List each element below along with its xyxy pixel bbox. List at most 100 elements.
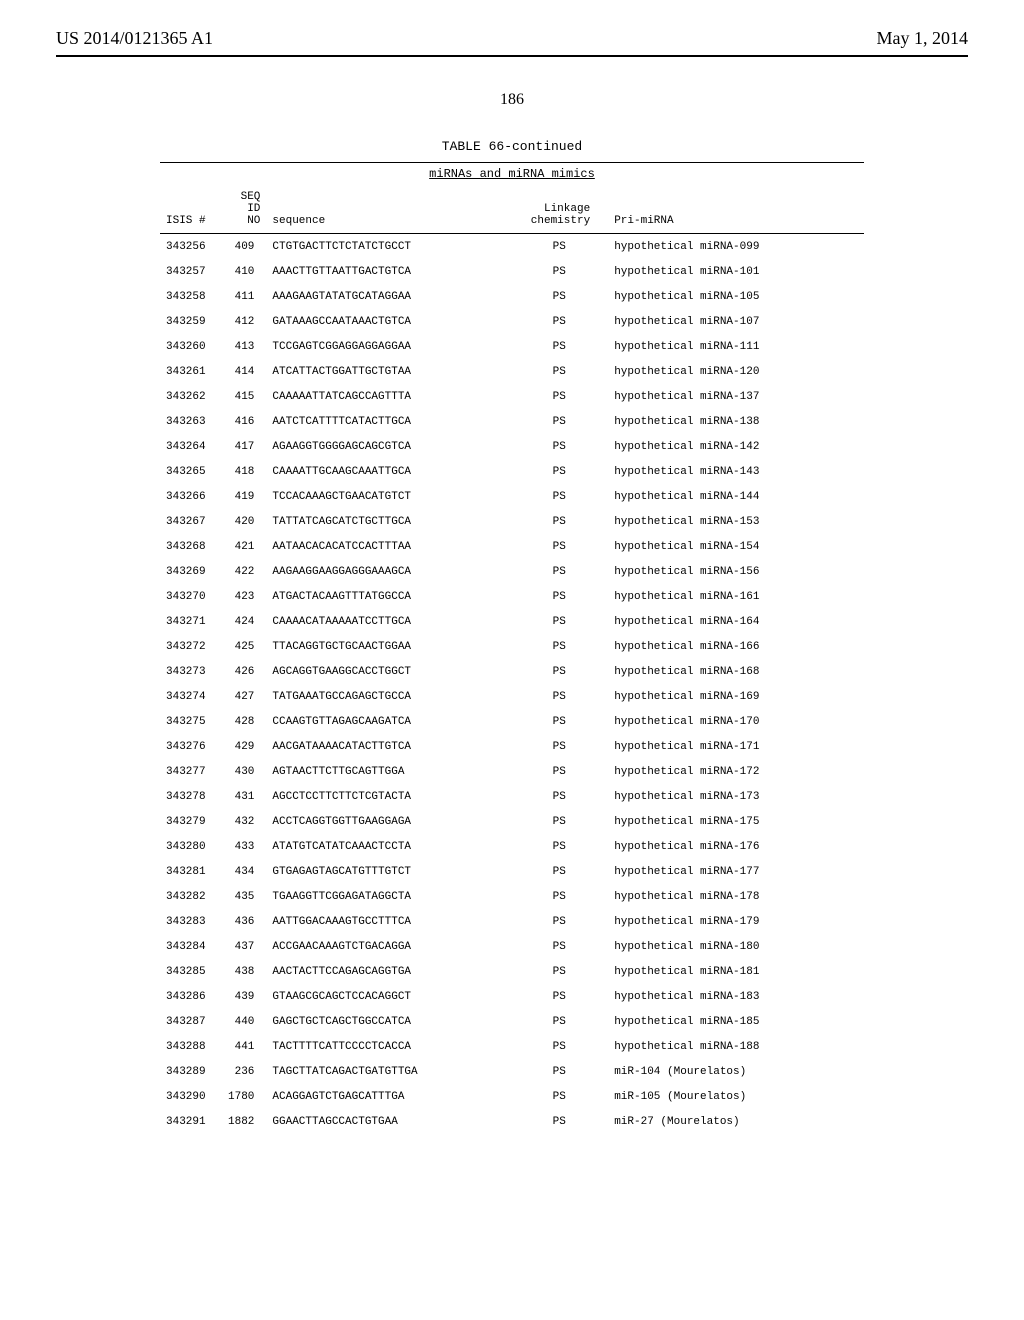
cell-isis: 343289 bbox=[160, 1059, 222, 1084]
cell-sequence: TATTATCAGCATCTGCTTGCA bbox=[266, 509, 522, 534]
cell-linkage: PS bbox=[522, 809, 608, 834]
cell-seqid: 437 bbox=[222, 934, 266, 959]
cell-linkage: PS bbox=[522, 834, 608, 859]
cell-isis: 343274 bbox=[160, 684, 222, 709]
cell-seqid: 433 bbox=[222, 834, 266, 859]
cell-primirna: hypothetical miRNA-099 bbox=[608, 234, 864, 260]
cell-isis: 343272 bbox=[160, 634, 222, 659]
cell-primirna: hypothetical miRNA-144 bbox=[608, 484, 864, 509]
cell-isis: 343278 bbox=[160, 784, 222, 809]
cell-linkage: PS bbox=[522, 559, 608, 584]
cell-seqid: 424 bbox=[222, 609, 266, 634]
cell-seqid: 1882 bbox=[222, 1109, 266, 1134]
cell-isis: 343259 bbox=[160, 309, 222, 334]
cell-isis: 343283 bbox=[160, 909, 222, 934]
cell-primirna: hypothetical miRNA-101 bbox=[608, 259, 864, 284]
cell-sequence: CTGTGACTTCTCTATCTGCCT bbox=[266, 234, 522, 260]
cell-sequence: ACCTCAGGTGGTTGAAGGAGA bbox=[266, 809, 522, 834]
cell-seqid: 423 bbox=[222, 584, 266, 609]
cell-linkage: PS bbox=[522, 434, 608, 459]
cell-seqid: 413 bbox=[222, 334, 266, 359]
cell-sequence: AAAGAAGTATATGCATAGGAA bbox=[266, 284, 522, 309]
cell-primirna: hypothetical miRNA-173 bbox=[608, 784, 864, 809]
cell-isis: 343288 bbox=[160, 1034, 222, 1059]
cell-linkage: PS bbox=[522, 934, 608, 959]
cell-linkage: PS bbox=[522, 759, 608, 784]
cell-linkage: PS bbox=[522, 609, 608, 634]
cell-sequence: ATCATTACTGGATTGCTGTAA bbox=[266, 359, 522, 384]
cell-isis: 343261 bbox=[160, 359, 222, 384]
cell-seqid: 431 bbox=[222, 784, 266, 809]
table-header-row: ISIS # SEQ ID NO sequence Linkage chemis… bbox=[160, 189, 864, 234]
table-row: 343263416AATCTCATTTTCATACTTGCAPShypothet… bbox=[160, 409, 864, 434]
table-row: 3432911882GGAACTTAGCCACTGTGAAPSmiR-27 (M… bbox=[160, 1109, 864, 1134]
cell-primirna: hypothetical miRNA-142 bbox=[608, 434, 864, 459]
cell-seqid: 409 bbox=[222, 234, 266, 260]
table-top-rule bbox=[160, 162, 864, 163]
publication-number: US 2014/0121365 A1 bbox=[56, 28, 213, 49]
cell-linkage: PS bbox=[522, 409, 608, 434]
cell-primirna: hypothetical miRNA-138 bbox=[608, 409, 864, 434]
cell-primirna: hypothetical miRNA-105 bbox=[608, 284, 864, 309]
cell-isis: 343287 bbox=[160, 1009, 222, 1034]
col-header-sequence: sequence bbox=[266, 189, 522, 234]
cell-sequence: CAAAACATAAAAATCCTTGCA bbox=[266, 609, 522, 634]
cell-sequence: AACGATAAAACATACTTGTCA bbox=[266, 734, 522, 759]
table-row: 343289236TAGCTTATCAGACTGATGTTGAPSmiR-104… bbox=[160, 1059, 864, 1084]
cell-seqid: 430 bbox=[222, 759, 266, 784]
cell-isis: 343270 bbox=[160, 584, 222, 609]
page-number: 186 bbox=[0, 91, 1024, 109]
table-row: 343260413TCCGAGTCGGAGGAGGAGGAAPShypothet… bbox=[160, 334, 864, 359]
cell-primirna: hypothetical miRNA-181 bbox=[608, 959, 864, 984]
cell-seqid: 411 bbox=[222, 284, 266, 309]
cell-seqid: 1780 bbox=[222, 1084, 266, 1109]
cell-primirna: hypothetical miRNA-120 bbox=[608, 359, 864, 384]
table-row: 3432901780ACAGGAGTCTGAGCATTTGAPSmiR-105 … bbox=[160, 1084, 864, 1109]
table-caption: TABLE 66-continued bbox=[0, 139, 1024, 154]
cell-seqid: 419 bbox=[222, 484, 266, 509]
cell-isis: 343279 bbox=[160, 809, 222, 834]
cell-linkage: PS bbox=[522, 534, 608, 559]
cell-isis: 343281 bbox=[160, 859, 222, 884]
cell-linkage: PS bbox=[522, 484, 608, 509]
cell-isis: 343275 bbox=[160, 709, 222, 734]
table-row: 343256409CTGTGACTTCTCTATCTGCCTPShypothet… bbox=[160, 234, 864, 260]
cell-seqid: 428 bbox=[222, 709, 266, 734]
cell-linkage: PS bbox=[522, 1084, 608, 1109]
cell-primirna: hypothetical miRNA-188 bbox=[608, 1034, 864, 1059]
cell-seqid: 429 bbox=[222, 734, 266, 759]
table-row: 343266419TCCACAAAGCTGAACATGTCTPShypothet… bbox=[160, 484, 864, 509]
cell-isis: 343290 bbox=[160, 1084, 222, 1109]
col-header-seqid: SEQ ID NO bbox=[222, 189, 266, 234]
cell-isis: 343268 bbox=[160, 534, 222, 559]
cell-isis: 343277 bbox=[160, 759, 222, 784]
cell-isis: 343258 bbox=[160, 284, 222, 309]
cell-linkage: PS bbox=[522, 334, 608, 359]
table-row: 343284437ACCGAACAAAGTCTGACAGGAPShypothet… bbox=[160, 934, 864, 959]
cell-seqid: 435 bbox=[222, 884, 266, 909]
cell-linkage: PS bbox=[522, 684, 608, 709]
cell-sequence: AAGAAGGAAGGAGGGAAAGCA bbox=[266, 559, 522, 584]
cell-primirna: hypothetical miRNA-175 bbox=[608, 809, 864, 834]
cell-sequence: ATATGTCATATCAAACTCCTA bbox=[266, 834, 522, 859]
table-row: 343286439GTAAGCGCAGCTCCACAGGCTPShypothet… bbox=[160, 984, 864, 1009]
table-row: 343261414ATCATTACTGGATTGCTGTAAPShypothet… bbox=[160, 359, 864, 384]
cell-sequence: TACTTTTCATTCCCCTCACCA bbox=[266, 1034, 522, 1059]
cell-linkage: PS bbox=[522, 384, 608, 409]
cell-isis: 343280 bbox=[160, 834, 222, 859]
cell-isis: 343286 bbox=[160, 984, 222, 1009]
cell-seqid: 422 bbox=[222, 559, 266, 584]
cell-seqid: 412 bbox=[222, 309, 266, 334]
cell-primirna: hypothetical miRNA-171 bbox=[608, 734, 864, 759]
cell-seqid: 440 bbox=[222, 1009, 266, 1034]
cell-sequence: CAAAATTGCAAGCAAATTGCA bbox=[266, 459, 522, 484]
cell-sequence: AGCAGGTGAAGGCACCTGGCT bbox=[266, 659, 522, 684]
table-row: 343280433ATATGTCATATCAAACTCCTAPShypothet… bbox=[160, 834, 864, 859]
table-row: 343282435TGAAGGTTCGGAGATAGGCTAPShypothet… bbox=[160, 884, 864, 909]
cell-sequence: GTAAGCGCAGCTCCACAGGCT bbox=[266, 984, 522, 1009]
cell-seqid: 420 bbox=[222, 509, 266, 534]
cell-linkage: PS bbox=[522, 884, 608, 909]
col-header-linkage: Linkage chemistry bbox=[522, 189, 608, 234]
cell-sequence: AACTACTTCCAGAGCAGGTGA bbox=[266, 959, 522, 984]
cell-primirna: hypothetical miRNA-178 bbox=[608, 884, 864, 909]
